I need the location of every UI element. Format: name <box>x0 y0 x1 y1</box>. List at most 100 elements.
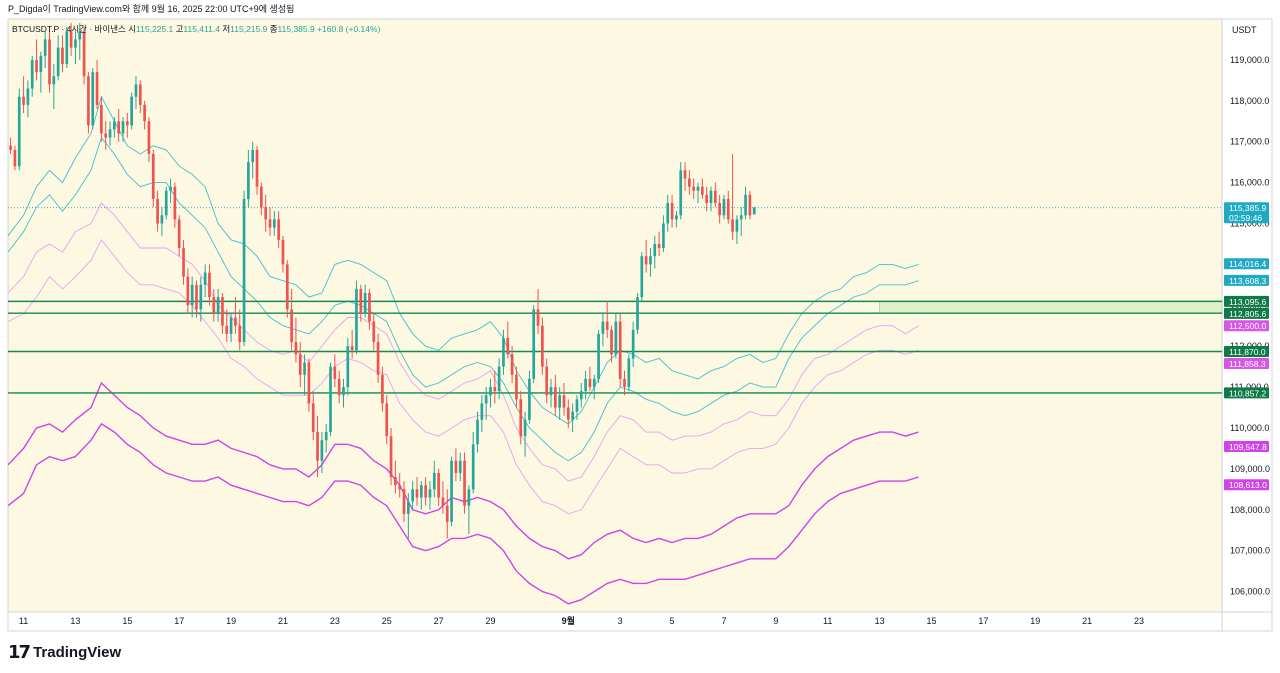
candle <box>147 117 151 163</box>
candle-body <box>476 419 479 445</box>
candle-body <box>368 293 371 322</box>
candle <box>281 235 285 273</box>
candle <box>553 374 557 416</box>
candle <box>713 182 717 208</box>
candle <box>389 427 393 486</box>
tradingview-footer[interactable]: 17 TradingView <box>8 642 121 663</box>
candle-body <box>722 198 726 216</box>
candle <box>627 354 631 392</box>
candle-body <box>515 374 518 400</box>
candle <box>463 452 466 514</box>
candle-body <box>545 366 549 396</box>
candle-body <box>713 190 717 204</box>
last-price-label-text: 115,385.9 <box>1229 203 1266 213</box>
price-chart[interactable]: USDT 106,000.0 107,000.0 108,000.0 109,000.0… <box>0 0 1280 640</box>
envelope-bands <box>7 95 919 605</box>
candle-body <box>731 219 734 232</box>
candle <box>644 239 648 273</box>
candle <box>234 297 237 334</box>
candle <box>515 366 518 408</box>
candle <box>670 194 674 228</box>
candle <box>640 252 644 302</box>
candle <box>597 329 600 383</box>
candle-body <box>536 309 540 326</box>
x-tick-label: 21 <box>278 616 288 626</box>
candle-body <box>74 39 77 48</box>
candle <box>748 190 752 220</box>
candle <box>484 387 488 420</box>
candle-body <box>113 121 116 130</box>
candle-body <box>640 256 644 298</box>
candle <box>104 121 108 150</box>
candle-body <box>506 337 510 355</box>
candle <box>121 117 125 142</box>
candle <box>618 313 622 388</box>
candle <box>731 153 734 240</box>
candle-body <box>87 76 90 126</box>
candle-body <box>454 460 458 473</box>
candle-body <box>575 399 579 412</box>
candle-body <box>670 203 674 220</box>
candle <box>394 460 397 494</box>
candle-body <box>337 378 341 396</box>
candle-body <box>156 198 159 224</box>
candle-body <box>376 342 380 375</box>
candle <box>437 468 440 506</box>
candle <box>182 239 185 285</box>
price-label-text: 109,547.8 <box>1229 442 1267 452</box>
candle <box>424 477 427 506</box>
x-tick-label: 15 <box>926 616 936 626</box>
candle <box>229 313 233 343</box>
candle-body <box>251 149 255 163</box>
candle-body <box>39 55 43 73</box>
candle-body <box>264 207 268 220</box>
legend-text: BTCUSDT.P · 4시간 · 바이낸스 시115,225.1 고115,4… <box>12 24 381 34</box>
candle-body <box>407 501 410 514</box>
candle <box>502 329 505 375</box>
candle <box>56 35 60 81</box>
candle-body <box>234 317 237 326</box>
price-label-text: 108,613.0 <box>1229 480 1267 490</box>
candle <box>432 460 436 498</box>
candle <box>74 31 77 64</box>
candle-body <box>601 321 605 334</box>
candle-body <box>627 358 631 388</box>
price-label-background <box>1224 440 1269 452</box>
candle <box>653 235 657 269</box>
legend-value: 115,411.4 <box>183 24 222 34</box>
tradingview-brand: TradingView <box>33 644 122 661</box>
time-axis: 11 13 15 17 19 21 23 25 27 29 9월 3 5 7 9 11 13 15 17 19 21 23 <box>19 615 1144 626</box>
x-tick-label: 17 <box>174 616 184 626</box>
candle <box>173 182 177 228</box>
candle-body <box>56 47 60 77</box>
candle <box>385 395 389 445</box>
price-label-text: 113,608.3 <box>1229 276 1266 286</box>
candle-body <box>69 31 73 48</box>
x-tick-label: 15 <box>122 616 132 626</box>
candle-body <box>519 399 523 437</box>
candle-body <box>649 256 652 265</box>
candle-body <box>463 460 466 506</box>
candle <box>195 280 198 318</box>
candle <box>303 354 306 396</box>
x-tick-label: 19 <box>226 616 236 626</box>
candle <box>264 194 268 232</box>
candle-body <box>108 129 112 138</box>
candle <box>726 190 730 224</box>
candle <box>376 333 380 383</box>
candle-body <box>631 329 635 359</box>
candle-body <box>134 84 138 97</box>
candle <box>260 182 263 216</box>
candle <box>445 489 449 539</box>
candle-body <box>268 219 272 228</box>
candle <box>592 374 596 400</box>
y-tick-label: 111,000.0 <box>1230 382 1269 392</box>
price-label: 113,095.6 <box>1224 295 1269 307</box>
candle-body <box>549 387 553 396</box>
candle <box>541 317 544 375</box>
candle <box>419 481 423 510</box>
y-tick-label: 118,000.0 <box>1230 96 1269 106</box>
price-label-background <box>1224 320 1269 332</box>
candle <box>523 411 527 457</box>
candle-body <box>61 47 64 64</box>
